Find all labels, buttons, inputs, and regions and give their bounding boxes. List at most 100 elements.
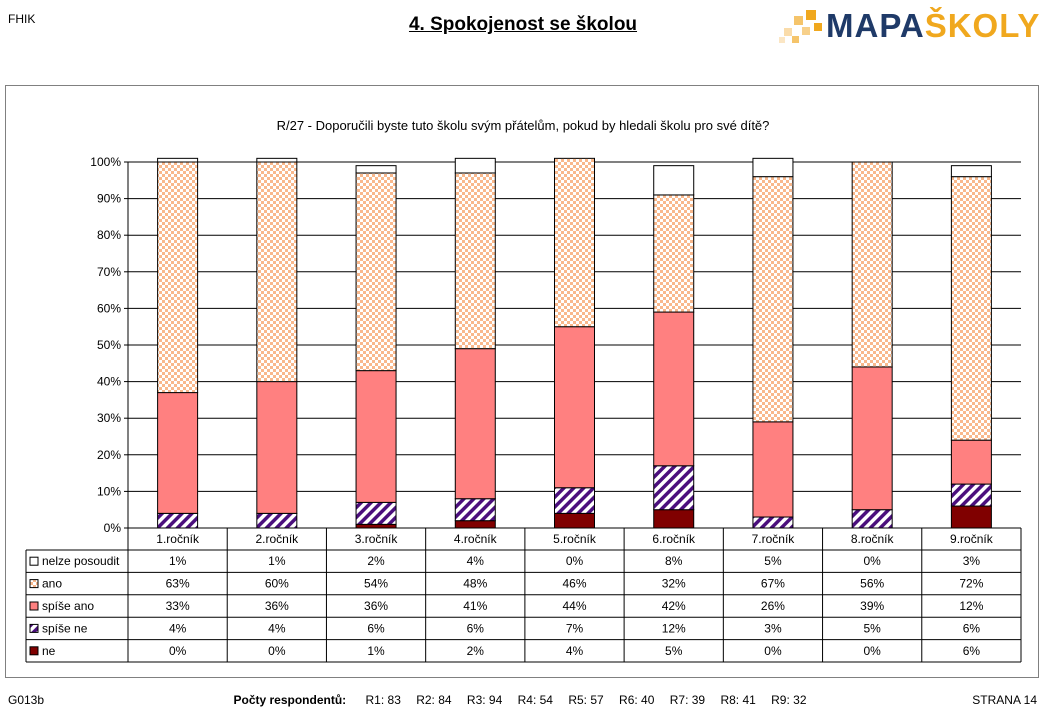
data-label: 12% [959, 599, 983, 613]
bar-segment [950, 439, 992, 485]
bar-segment [157, 157, 199, 163]
data-label: 5% [764, 554, 782, 568]
bar-segment [157, 392, 199, 514]
bar-segment [454, 520, 496, 529]
respondent-count: R8: 41 [720, 693, 756, 707]
respondent-count: R6: 40 [619, 693, 655, 707]
data-label: 0% [863, 554, 881, 568]
data-label: 1% [268, 554, 286, 568]
y-tick-label: 20% [97, 448, 121, 462]
data-label: 42% [662, 599, 686, 613]
chart-frame [5, 85, 1039, 678]
respondent-count: R4: 54 [517, 693, 553, 707]
data-label: 72% [959, 577, 983, 591]
bar-segment [653, 194, 695, 313]
bar-segment [355, 165, 397, 174]
logo: MAPAŠKOLY [776, 6, 1039, 46]
respondent-count: R3: 94 [466, 693, 503, 707]
bar-segment [256, 512, 298, 529]
data-label: 6% [963, 621, 981, 635]
document-code: FHIK [8, 12, 36, 26]
legend-label: ne [42, 644, 56, 658]
bar-segment [752, 176, 794, 423]
x-tick-label: 5.ročník [553, 532, 597, 546]
y-tick-label: 80% [97, 228, 121, 242]
data-label: 3% [963, 554, 981, 568]
data-label: 6% [367, 621, 385, 635]
bar-segment [950, 165, 992, 178]
logo-squares-icon [779, 10, 822, 43]
data-label: 7% [566, 621, 584, 635]
legend-label: nelze posoudit [42, 554, 120, 568]
data-label: 6% [963, 644, 981, 658]
data-label: 0% [566, 554, 584, 568]
respondent-count: R5: 57 [568, 693, 604, 707]
data-label: 6% [467, 621, 485, 635]
bar-segment [653, 311, 695, 467]
bar-segment [355, 501, 397, 525]
x-tick-label: 1.ročník [156, 532, 200, 546]
data-label: 1% [367, 644, 385, 658]
data-label: 60% [265, 577, 289, 591]
y-tick-label: 70% [97, 265, 121, 279]
y-tick-label: 40% [97, 375, 121, 389]
bar-segment [454, 157, 496, 174]
x-tick-label: 7.ročník [752, 532, 796, 546]
data-label: 4% [467, 554, 485, 568]
x-tick-label: 9.ročník [950, 532, 994, 546]
y-tick-label: 50% [97, 338, 121, 352]
respondent-count: R2: 84 [416, 693, 452, 707]
data-label: 2% [367, 554, 385, 568]
bar-segment [454, 348, 496, 500]
data-label: 4% [169, 621, 187, 635]
bar-segment [851, 161, 893, 368]
bar-segment [554, 512, 595, 529]
footer-code: G013b [8, 693, 45, 707]
respondent-count: R1: 83 [365, 693, 401, 707]
bar-segment [752, 421, 794, 518]
data-label: 56% [860, 577, 884, 591]
respondents-label: Počty respondentů: [233, 693, 347, 707]
data-label: 5% [665, 644, 683, 658]
bar-segment [554, 487, 595, 514]
y-tick-label: 100% [90, 155, 121, 169]
data-label: 0% [764, 644, 782, 658]
data-label: 46% [562, 577, 586, 591]
x-tick-label: 4.ročník [454, 532, 498, 546]
x-tick-label: 2.ročník [255, 532, 299, 546]
bar-segment [851, 366, 893, 511]
data-label: 41% [463, 599, 487, 613]
data-label: 67% [761, 577, 785, 591]
bar-segment [355, 523, 397, 529]
bar-segment [950, 483, 992, 507]
data-label: 44% [562, 599, 586, 613]
bar-segment [653, 465, 695, 511]
bar-segment [752, 516, 794, 529]
data-label: 3% [764, 621, 782, 635]
data-label: 5% [863, 621, 881, 635]
legend-swatch [29, 646, 39, 656]
data-label: 0% [863, 644, 881, 658]
data-label: 63% [166, 577, 190, 591]
respondent-count: R9: 32 [771, 693, 807, 707]
x-tick-label: 8.ročník [851, 532, 895, 546]
bar-segment [256, 381, 298, 514]
bar-segment [157, 512, 199, 529]
page-number: STRANA 14 [972, 693, 1037, 707]
bar-segment [950, 176, 992, 441]
legend-swatch [29, 579, 39, 589]
data-label: 54% [364, 577, 388, 591]
data-label: 48% [463, 577, 487, 591]
page-title: 4. Spokojenost se školou [408, 14, 638, 35]
bar-segment [554, 157, 595, 328]
bar-segment [256, 161, 298, 383]
bar-segment [752, 157, 794, 178]
data-label: 1% [169, 554, 187, 568]
bar-segment [454, 172, 496, 350]
legend-swatch [29, 556, 39, 566]
data-label: 26% [761, 599, 785, 613]
data-label: 8% [665, 554, 683, 568]
logo-text-skoly: ŠKOLY [924, 7, 1041, 44]
logo-text-mapa: MAPA [826, 7, 925, 44]
bar-segment [355, 370, 397, 503]
